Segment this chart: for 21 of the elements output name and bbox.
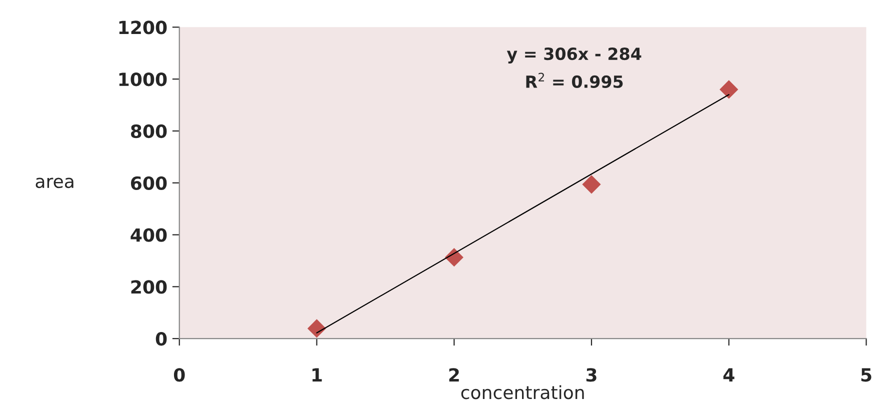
x-tick-label: 3 bbox=[586, 368, 596, 382]
x-tick-label: 4 bbox=[723, 368, 734, 382]
point bbox=[582, 175, 601, 194]
y-tick-label: 600 bbox=[131, 176, 167, 190]
y-axis-title: area bbox=[36, 178, 74, 188]
annotation: R$^{2}$ = 0.995 bbox=[526, 72, 623, 88]
y-tick-label: 1000 bbox=[119, 72, 167, 86]
x-tick-label: 1 bbox=[312, 368, 322, 382]
x-axis-title: concentration bbox=[461, 385, 584, 400]
annotation: y = 306x - 284 bbox=[506, 48, 642, 64]
x-tick-label: 5 bbox=[861, 368, 872, 382]
point bbox=[720, 80, 738, 99]
y-tick-label: 200 bbox=[131, 280, 167, 294]
point bbox=[307, 319, 326, 338]
y-tick-label: 1200 bbox=[119, 20, 167, 34]
x-tick-label: 2 bbox=[449, 368, 459, 382]
y-tick-label: 0 bbox=[156, 332, 167, 346]
y-tick-label: 400 bbox=[130, 228, 167, 242]
y-tick-label: 800 bbox=[130, 124, 167, 138]
x-tick-label: 0 bbox=[174, 368, 185, 382]
point bbox=[444, 248, 464, 267]
